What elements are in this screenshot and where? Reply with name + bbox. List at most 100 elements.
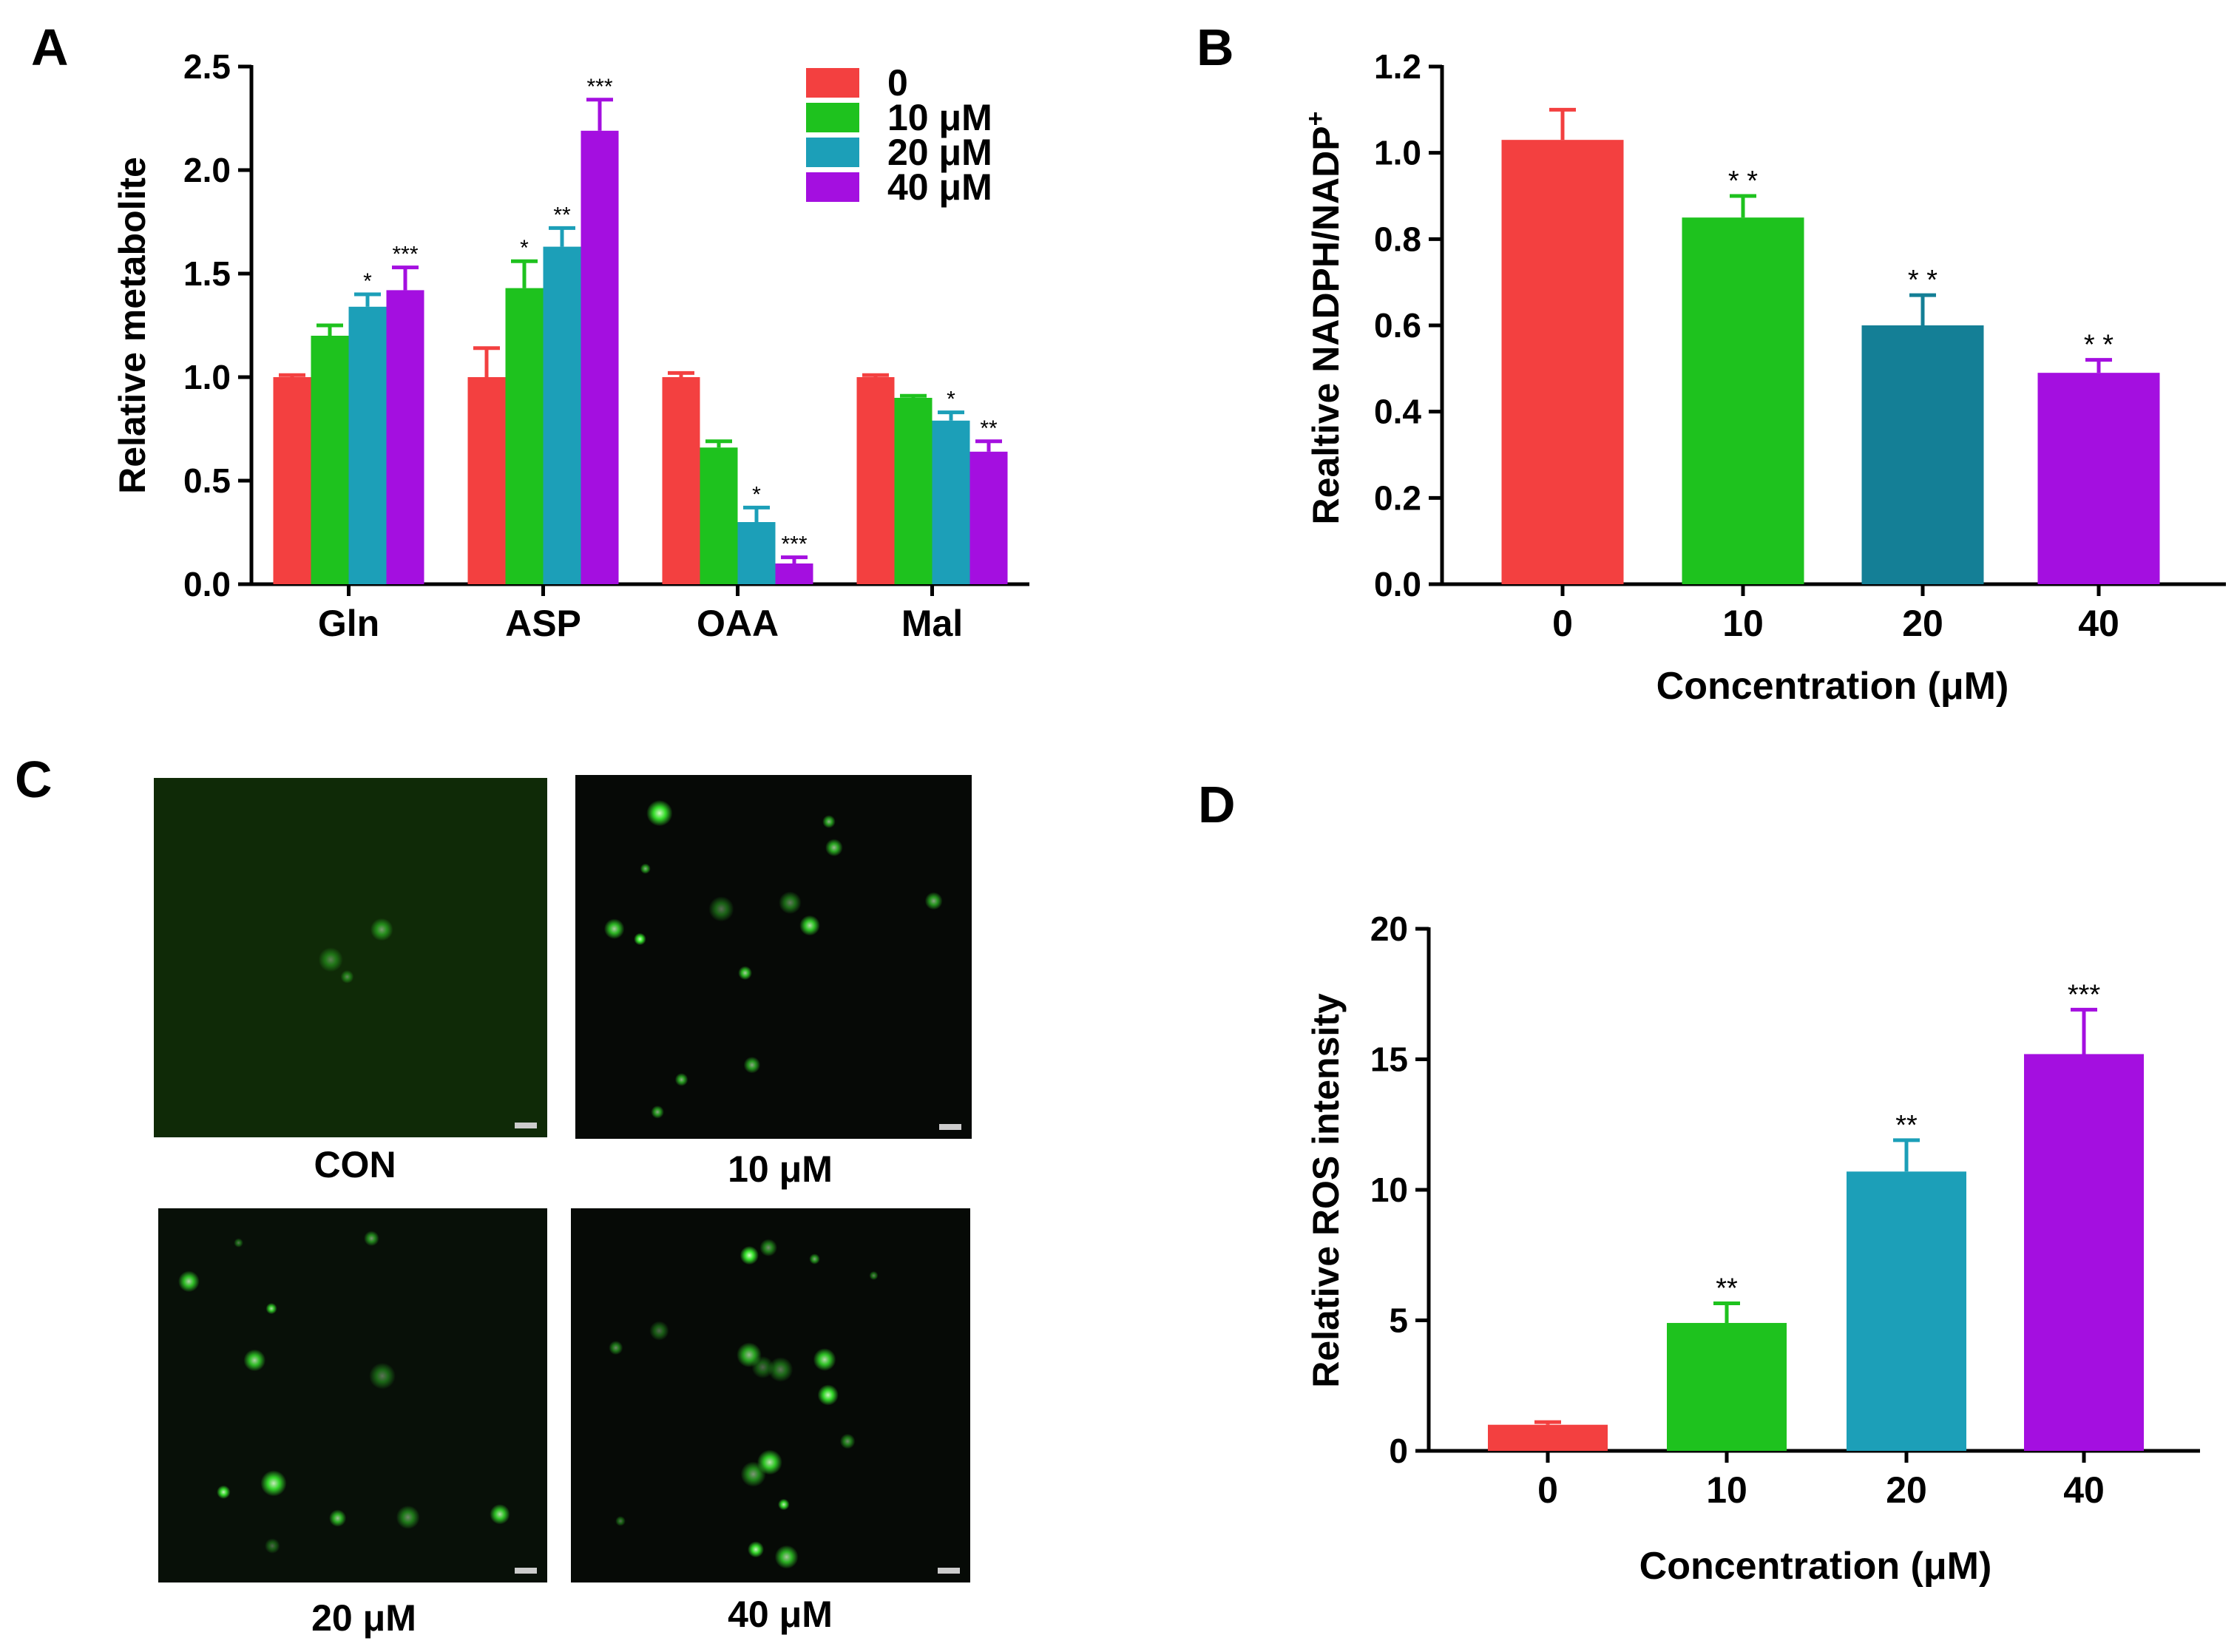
legend-swatch-2: [806, 138, 859, 167]
fluorescent-cell: [674, 1073, 688, 1086]
scale-bar: [939, 1124, 961, 1130]
significance-mark: **: [1895, 1110, 1918, 1141]
fluorescent-cell: [817, 1384, 839, 1406]
fluorescent-cell: [369, 1362, 396, 1389]
x-axis-label: Concentration (μM): [1656, 665, 2009, 708]
bar-Gln-3: [386, 290, 424, 584]
bar-10: [1667, 1323, 1787, 1451]
fluorescent-cell: [768, 1357, 793, 1382]
y-tick-label: 2.0: [183, 151, 231, 189]
significance-mark: **: [1716, 1273, 1738, 1304]
legend-swatch-3: [806, 172, 859, 202]
fluorescent-cell: [869, 1270, 879, 1280]
fluorescent-cell: [651, 1105, 664, 1119]
x-tick-label: OAA: [697, 603, 779, 644]
bar-Gln-0: [273, 377, 311, 584]
fluorescent-cell: [364, 1230, 379, 1247]
y-tick-label: 0.0: [183, 565, 231, 603]
bar-ASP-2: [543, 246, 581, 584]
micrograph-2: [158, 1208, 547, 1582]
bar-ASP-1: [505, 288, 544, 584]
significance-mark: ***: [392, 243, 418, 267]
y-axis-label: Relative ROS intensity: [1305, 993, 1347, 1388]
micrograph-label: 40 μM: [728, 1594, 833, 1635]
fluorescent-cell: [737, 1342, 762, 1368]
bar-20: [1847, 1171, 1966, 1451]
fluorescent-cell: [813, 1348, 836, 1371]
panel-label-c: C: [15, 751, 53, 808]
bar-OAA-1: [700, 447, 738, 584]
bar-ASP-3: [581, 130, 619, 585]
x-tick-label: 10: [1722, 603, 1764, 644]
fluorescent-cell: [177, 1270, 200, 1293]
scale-bar: [515, 1568, 537, 1574]
y-axis-label-superscript: +: [1302, 112, 1330, 126]
bar-Mal-1: [894, 398, 933, 584]
fluorescent-cell: [743, 1056, 761, 1074]
significance-mark: *: [363, 269, 372, 294]
bar-20: [1861, 325, 1984, 584]
fluorescent-cell: [217, 1485, 231, 1499]
x-tick-label: 10: [1706, 1469, 1747, 1511]
chart-b: 0.0 0.2 0.4 0.6 0.8 1.0 1.2 0 * * 10 * * 20 * * 40 Con…: [1302, 47, 2226, 708]
legend-label: 10 μM: [887, 97, 992, 138]
y-tick-label: 0.5: [183, 461, 231, 500]
fluorescent-cell: [646, 799, 673, 827]
fluorescent-cell: [260, 1470, 287, 1497]
fluorescent-cell: [340, 969, 354, 984]
y-tick-label: 10: [1370, 1171, 1408, 1209]
y-tick-label: 0.6: [1374, 306, 1421, 345]
x-tick-label: 0: [1537, 1469, 1558, 1511]
fluorescent-cell: [778, 1498, 790, 1511]
chart-a: 0.00.51.01.52.02.5****Gln******ASP****OA…: [112, 47, 1029, 644]
micrograph-label: 20 μM: [311, 1597, 416, 1639]
fluorescent-cell: [822, 815, 836, 828]
bar-10: [1682, 217, 1804, 584]
bar-OAA-0: [662, 377, 700, 584]
micrograph-3: [571, 1208, 970, 1582]
fluorescent-cell: [649, 1321, 669, 1341]
significance-mark: *: [520, 236, 529, 260]
y-axis-label: Realtive NADPH/NADP+: [1302, 112, 1347, 525]
fluorescent-cell: [779, 891, 802, 915]
micrograph-panel: CON 10 μM 20 μM 40 μM: [154, 775, 972, 1639]
fluorescent-cell: [490, 1504, 510, 1525]
bar-OAA-3: [775, 563, 813, 584]
bar-0: [1501, 140, 1624, 584]
fluorescent-cell: [243, 1349, 266, 1372]
x-tick-label: 20: [1902, 603, 1943, 644]
y-tick-label: 1.0: [183, 358, 231, 396]
x-tick-label: 40: [2078, 603, 2119, 644]
bar-0: [1488, 1424, 1608, 1451]
y-tick-label: 1.2: [1374, 47, 1421, 86]
x-tick-label: 0: [1552, 603, 1573, 644]
fluorescent-cell: [370, 918, 393, 941]
panel-label-d: D: [1198, 776, 1236, 833]
fluorescent-cell: [234, 1238, 243, 1248]
legend-swatch-0: [806, 68, 859, 98]
fluorescent-cell: [609, 1341, 623, 1355]
fluorescent-cell: [634, 932, 646, 946]
significance-mark: **: [553, 203, 571, 227]
fluorescent-cell: [748, 1541, 765, 1558]
y-tick-label: 5: [1389, 1301, 1408, 1340]
fluorescent-cell: [615, 1516, 626, 1526]
bar-Gln-1: [311, 336, 349, 584]
bar-Mal-3: [969, 451, 1008, 584]
y-tick-label: 15: [1370, 1040, 1408, 1079]
scale-bar: [938, 1568, 960, 1574]
bar-Gln-2: [348, 306, 387, 584]
significance-mark: ***: [586, 75, 612, 99]
scale-bar: [515, 1123, 537, 1128]
fluorescent-cell: [757, 1449, 782, 1475]
significance-mark: * *: [1728, 166, 1758, 197]
y-tick-label: 0.0: [1374, 565, 1421, 603]
fluorescent-cell: [809, 1253, 820, 1265]
significance-mark: * *: [2084, 330, 2114, 361]
y-tick-label: 20: [1370, 910, 1408, 948]
y-tick-label: 0.2: [1374, 478, 1421, 517]
x-tick-label: ASP: [505, 603, 581, 644]
fluorescent-cell: [640, 863, 651, 874]
legend-swatch-1: [806, 103, 859, 132]
